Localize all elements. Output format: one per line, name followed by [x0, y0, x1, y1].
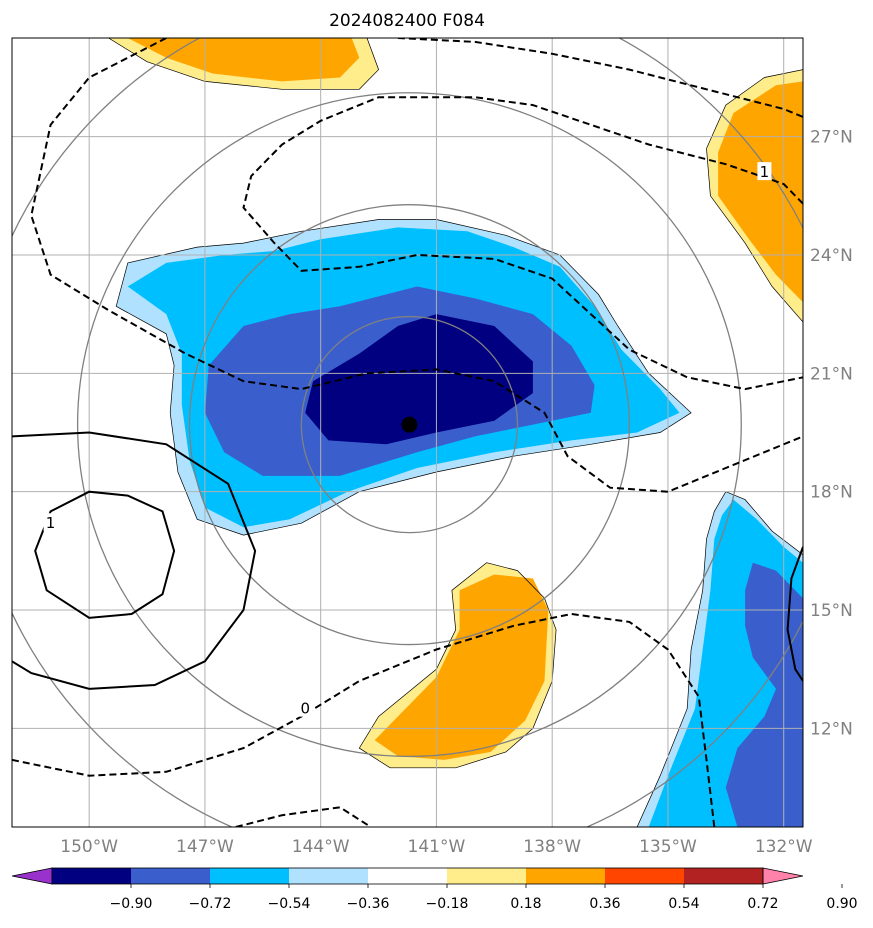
contour-dashed [397, 38, 803, 118]
colorbar-tick-label: 0.18 [510, 896, 541, 912]
map-frame [11, 37, 804, 828]
contour-label: 1 [760, 163, 770, 181]
colorbar-segment [447, 868, 527, 884]
colorbar-tick-label: 0.36 [589, 896, 620, 912]
contour-label: 1 [46, 514, 56, 532]
contour-layer: 1 0 1 [12, 38, 803, 827]
contour-solid [12, 431, 257, 690]
y-tick-label: 21°N [810, 364, 853, 384]
y-tick-labels: 12°N 15°N 18°N 21°N 24°N 27°N [810, 128, 853, 740]
x-tick-labels: 150°W 147°W 144°W 141°W 138°W 135°W 132°W [60, 837, 812, 857]
x-tick-label: 141°W [408, 837, 466, 857]
colorbar-segment [289, 868, 369, 884]
contour-solid [34, 490, 176, 619]
contour-label-bg [757, 162, 772, 181]
x-tick-label: 147°W [176, 837, 234, 857]
contour-dashed [30, 38, 803, 493]
colorbar-frame [51, 867, 764, 885]
colorbar-tick-label: −0.54 [268, 896, 311, 912]
x-tick-label: 150°W [60, 837, 118, 857]
range-ring [188, 204, 631, 646]
colorbar-segment [368, 868, 448, 884]
gridlines [12, 38, 803, 827]
storm-center-marker [401, 416, 418, 433]
x-tick-label: 138°W [523, 837, 581, 857]
contour-dashed [235, 806, 372, 827]
range-ring [300, 315, 519, 534]
colorbar: −0.90 −0.72 −0.54 −0.36 −0.18 0.18 0.36 0.54 0.7… [11, 867, 858, 912]
contour-dashed [242, 96, 803, 391]
colorbar-tick-label: −0.36 [347, 896, 390, 912]
colorbar-segment [131, 868, 211, 884]
chart-title: 2024082400 F084 [329, 11, 485, 31]
contour-label-bg [43, 513, 58, 532]
y-tick-label: 18°N [810, 483, 853, 503]
range-rings [12, 38, 803, 827]
colorbar-tick-label: −0.72 [189, 896, 232, 912]
colorbar-segment [526, 868, 606, 884]
colorbar-extend-low [11, 867, 53, 885]
x-tick-label: 135°W [639, 837, 697, 857]
shaded-outline [706, 69, 803, 323]
y-tick-label: 12°N [810, 719, 853, 739]
colorbar-tick-label: 0.72 [747, 896, 778, 912]
contour-label: 0 [300, 700, 310, 718]
colorbar-tick-label: −0.90 [110, 896, 153, 912]
shaded-outline [115, 219, 692, 536]
colorbar-segment [684, 868, 764, 884]
shaded-region [305, 314, 533, 445]
contour-dashed [12, 612, 716, 827]
storm-center-layer [401, 416, 418, 433]
colorbar-tick-label: 0.90 [826, 896, 857, 912]
colorbar-segment [210, 868, 290, 884]
colorbar-tick-label: 0.54 [668, 896, 699, 912]
colorbar-segment [52, 868, 132, 884]
shaded-outline [636, 491, 803, 827]
shaded-field-layer [107, 38, 803, 827]
shaded-outline [358, 562, 557, 769]
x-tick-label: 144°W [292, 837, 350, 857]
colorbar-extend-high [762, 867, 804, 885]
contour-label-bg [298, 698, 313, 717]
colorbar-tick-label: −0.18 [426, 896, 469, 912]
contour-solid [786, 546, 803, 682]
range-ring [76, 92, 742, 758]
y-tick-label: 15°N [810, 601, 853, 621]
shaded-region [374, 574, 549, 760]
shaded-region [127, 38, 360, 82]
colorbar-segment [605, 868, 685, 884]
y-tick-label: 24°N [810, 246, 853, 266]
y-tick-label: 27°N [810, 128, 853, 148]
x-tick-label: 132°W [755, 837, 813, 857]
